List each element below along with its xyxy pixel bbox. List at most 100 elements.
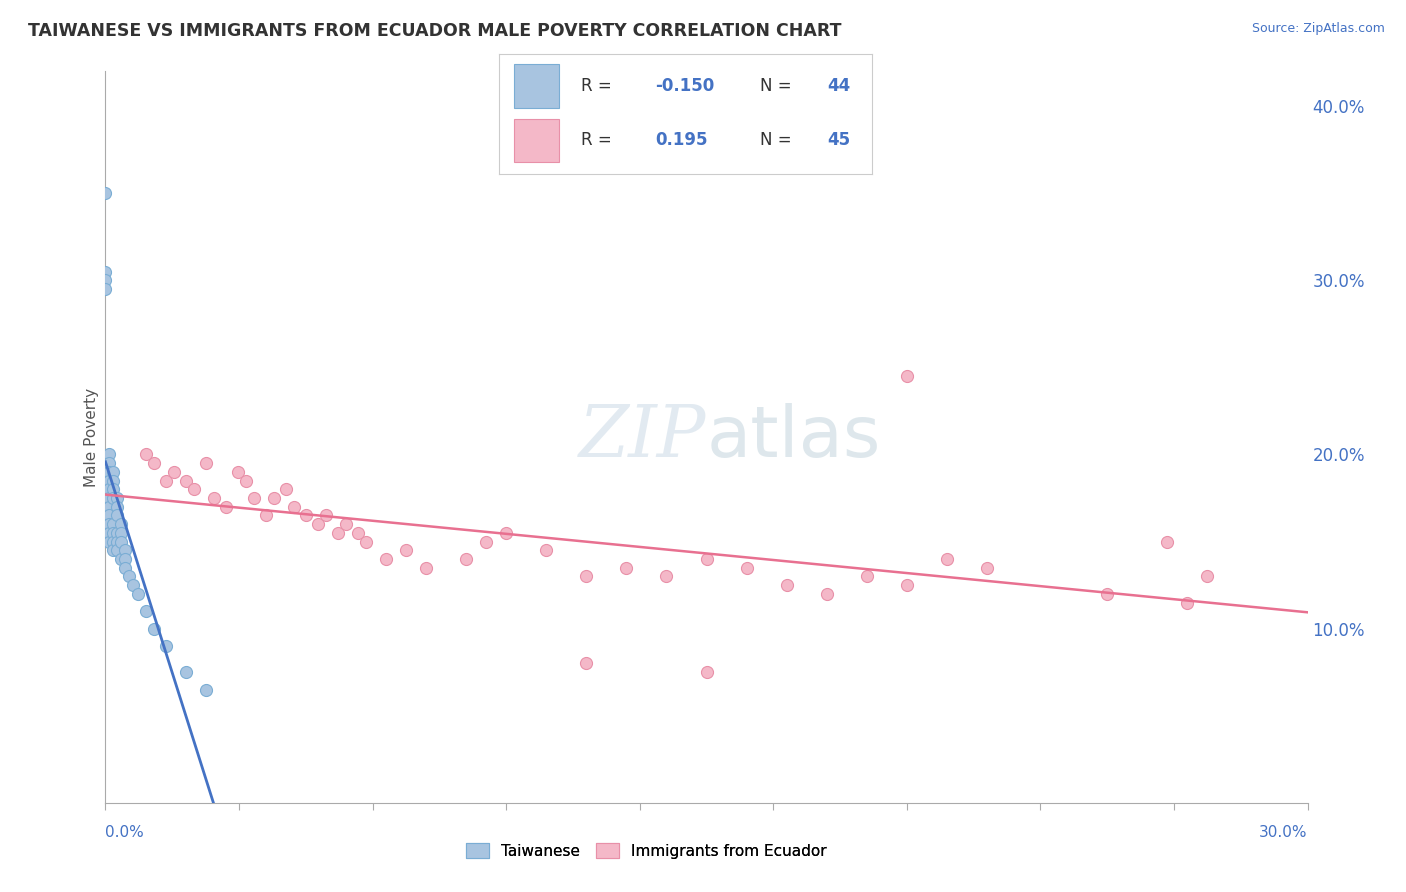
Point [107, 491, 129, 505]
Point [114, 543, 136, 558]
Point [896, 369, 918, 384]
Point [307, 517, 329, 532]
Point [326, 525, 349, 540]
Point [263, 491, 285, 505]
Point [495, 525, 517, 540]
Point [315, 508, 337, 523]
Point [107, 508, 129, 523]
Point [283, 500, 305, 514]
Text: N =: N = [759, 131, 797, 149]
Point [103, 525, 125, 540]
Point [110, 525, 132, 540]
Point [242, 491, 264, 505]
Text: R =: R = [581, 131, 617, 149]
Text: 44: 44 [827, 77, 851, 95]
Point [815, 587, 838, 601]
Point [103, 517, 125, 532]
Legend: Taiwanese, Immigrants from Ecuador: Taiwanese, Immigrants from Ecuador [460, 837, 832, 864]
Point [142, 622, 165, 636]
Point [135, 448, 157, 462]
Point [655, 569, 678, 583]
Point [103, 543, 125, 558]
Point [98, 534, 121, 549]
Point [98, 465, 121, 479]
Point [202, 491, 225, 505]
FancyBboxPatch shape [515, 64, 558, 108]
Text: 30.0%: 30.0% [1260, 825, 1308, 839]
Point [98, 456, 121, 470]
Point [107, 534, 129, 549]
Point [118, 569, 141, 583]
Point [1097, 587, 1119, 601]
Point [347, 525, 370, 540]
Text: N =: N = [759, 77, 797, 95]
Point [162, 465, 184, 479]
Text: 45: 45 [827, 131, 851, 149]
Point [135, 604, 157, 618]
Point [855, 569, 877, 583]
Point [735, 560, 758, 574]
Point [174, 665, 197, 680]
Point [1197, 569, 1219, 583]
Point [103, 474, 125, 488]
Point [98, 483, 121, 497]
Point [976, 560, 998, 574]
Point [454, 552, 477, 566]
Point [696, 552, 718, 566]
FancyBboxPatch shape [515, 119, 558, 161]
Text: R =: R = [581, 77, 617, 95]
Point [274, 483, 297, 497]
Point [110, 552, 132, 566]
Point [534, 543, 557, 558]
Text: Source: ZipAtlas.com: Source: ZipAtlas.com [1251, 22, 1385, 36]
Point [127, 587, 149, 601]
Point [142, 456, 165, 470]
Point [374, 552, 398, 566]
Point [94, 282, 117, 296]
Point [696, 665, 718, 680]
Point [122, 578, 145, 592]
Point [107, 525, 129, 540]
Text: -0.150: -0.150 [655, 77, 714, 95]
Point [616, 560, 638, 574]
Point [575, 657, 598, 671]
Point [475, 534, 498, 549]
Point [295, 508, 318, 523]
Point [98, 448, 121, 462]
Y-axis label: Male Poverty: Male Poverty [83, 387, 98, 487]
Point [110, 534, 132, 549]
Point [226, 465, 249, 479]
Point [98, 517, 121, 532]
Point [254, 508, 277, 523]
Point [395, 543, 418, 558]
Point [94, 273, 117, 287]
Text: 0.195: 0.195 [655, 131, 709, 149]
Point [1177, 595, 1199, 609]
Text: 0.0%: 0.0% [105, 825, 145, 839]
Point [107, 543, 129, 558]
Text: TAIWANESE VS IMMIGRANTS FROM ECUADOR MALE POVERTY CORRELATION CHART: TAIWANESE VS IMMIGRANTS FROM ECUADOR MAL… [28, 22, 842, 40]
Point [575, 569, 598, 583]
Point [174, 474, 197, 488]
Point [98, 500, 121, 514]
Point [936, 552, 959, 566]
Point [194, 456, 217, 470]
Point [183, 483, 205, 497]
Point [114, 552, 136, 566]
Point [107, 500, 129, 514]
Point [194, 682, 217, 697]
Point [235, 474, 257, 488]
Point [94, 186, 117, 201]
Point [335, 517, 357, 532]
Point [415, 560, 437, 574]
Point [155, 639, 177, 653]
Point [110, 517, 132, 532]
Point [354, 534, 377, 549]
Point [94, 265, 117, 279]
Point [1156, 534, 1178, 549]
Point [776, 578, 799, 592]
Point [214, 500, 236, 514]
Point [155, 474, 177, 488]
Point [103, 534, 125, 549]
Point [114, 560, 136, 574]
